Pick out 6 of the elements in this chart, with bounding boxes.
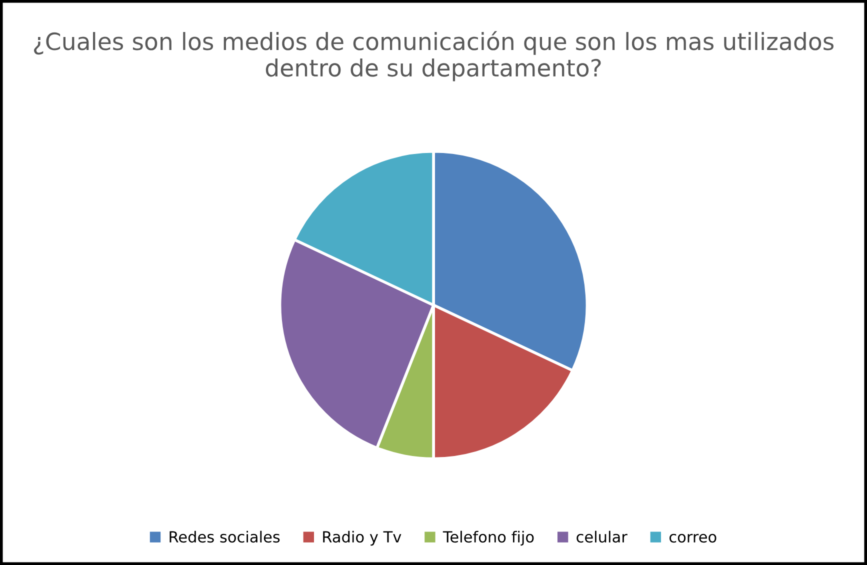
legend-label: celular [576,530,628,543]
chart-title: ¿Cuales son los medios de comunicación que son los mas utilizados dentro de su departamento? [34,31,834,82]
legend-label: Radio y Tv [323,530,402,546]
legend-label: correo [670,534,716,543]
legend-label: Redes sociales [170,530,280,543]
legend-label: Telefono fijo [442,530,534,546]
